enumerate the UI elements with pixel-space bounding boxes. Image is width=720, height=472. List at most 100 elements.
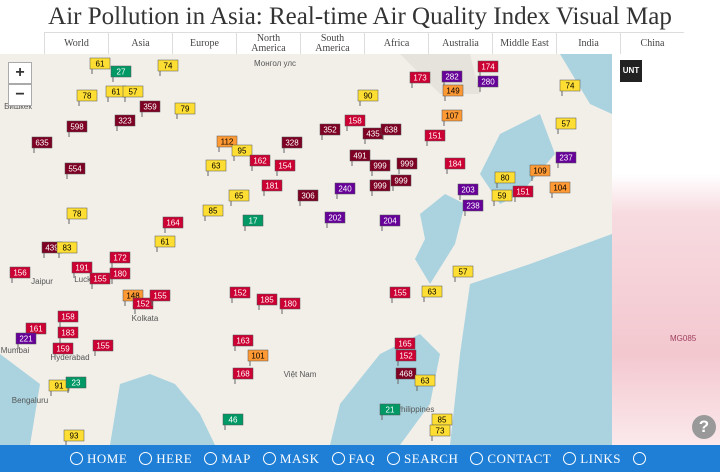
aqi-station[interactable]: 27 — [110, 65, 132, 82]
aqi-station[interactable]: 73 — [429, 424, 451, 441]
aqi-station[interactable]: 999 — [369, 179, 391, 196]
aqi-station[interactable]: 154 — [274, 159, 296, 176]
aqi-station[interactable]: 203 — [457, 183, 479, 200]
aqi-station[interactable]: 63 — [414, 374, 436, 391]
region-tab[interactable]: China — [620, 33, 684, 55]
aqi-station[interactable]: 180 — [279, 297, 301, 314]
advertisement[interactable]: UNT MG085 — [612, 54, 720, 445]
aqi-station[interactable]: 184 — [444, 157, 466, 174]
aqi-station[interactable]: 63 — [421, 285, 443, 302]
aqi-station[interactable]: 180 — [109, 267, 131, 284]
aqi-station[interactable]: 17 — [242, 214, 264, 231]
nav-item[interactable]: SEARCH — [387, 451, 458, 467]
settings[interactable] — [632, 452, 650, 465]
aqi-station[interactable]: 156 — [9, 266, 31, 283]
aqi-station[interactable]: 59 — [491, 189, 513, 206]
region-tab[interactable]: World — [44, 33, 108, 55]
aqi-station[interactable]: 104 — [549, 181, 571, 198]
aqi-station[interactable]: 554 — [64, 162, 86, 179]
region-tab[interactable]: Middle East — [492, 33, 556, 55]
aqi-station[interactable]: 359 — [139, 100, 161, 117]
region-tab[interactable]: South America — [300, 33, 364, 55]
nav-item[interactable]: MASK — [262, 451, 320, 467]
aqi-station[interactable]: 638 — [380, 123, 402, 140]
region-tab[interactable]: North America — [236, 33, 300, 55]
aqi-station[interactable]: 635 — [31, 136, 53, 153]
aqi-station[interactable]: 164 — [162, 216, 184, 233]
aqi-station[interactable]: 238 — [462, 199, 484, 216]
aqi-station[interactable]: 65 — [228, 189, 250, 206]
aqi-station[interactable]: 159 — [52, 342, 74, 359]
nav-item[interactable]: LINKS — [563, 451, 621, 467]
aqi-station[interactable]: 109 — [529, 164, 551, 181]
aqi-station[interactable]: 83 — [56, 241, 78, 258]
nav-item[interactable]: FAQ — [331, 451, 376, 467]
aqi-station[interactable]: 280 — [477, 75, 499, 92]
aqi-station[interactable]: 204 — [379, 214, 401, 231]
aqi-station[interactable]: 323 — [114, 114, 136, 131]
aqi-station[interactable]: 79 — [174, 102, 196, 119]
aqi-station[interactable]: 151 — [512, 185, 534, 202]
region-tab[interactable]: Europe — [172, 33, 236, 55]
aqi-station[interactable]: 90 — [357, 89, 379, 106]
region-tab[interactable]: India — [556, 33, 620, 55]
aqi-station[interactable]: 61 — [154, 235, 176, 252]
zoom-in[interactable]: + — [8, 62, 32, 84]
nav-item[interactable]: HERE — [139, 451, 192, 467]
nav-item[interactable]: HOME — [70, 451, 127, 467]
aqi-station[interactable]: 221 — [15, 332, 37, 349]
aqi-station[interactable]: 155 — [389, 286, 411, 303]
region-tab[interactable]: Australia — [428, 33, 492, 55]
aqi-station[interactable]: 152 — [132, 297, 154, 314]
aqi-station[interactable]: 306 — [297, 189, 319, 206]
aqi-station[interactable]: 63 — [205, 159, 227, 176]
aqi-station[interactable]: 162 — [249, 154, 271, 171]
aqi-station[interactable]: 57 — [122, 85, 144, 102]
aqi-station[interactable]: 57 — [555, 117, 577, 134]
aqi-station[interactable]: 999 — [369, 159, 391, 176]
aqi-station[interactable]: 112 — [216, 135, 238, 152]
aqi-station[interactable]: 191 — [71, 261, 93, 278]
aqi-station[interactable]: 152 — [395, 349, 417, 366]
aqi-station[interactable]: 172 — [109, 251, 131, 268]
aqi-station[interactable]: 240 — [334, 182, 356, 199]
aqi-station[interactable]: 78 — [66, 207, 88, 224]
aqi-station[interactable]: 46 — [222, 413, 244, 430]
nav-item[interactable]: CONTACT — [470, 451, 551, 467]
aqi-station[interactable]: 491 — [349, 149, 371, 166]
aqi-station[interactable]: 202 — [324, 211, 346, 228]
aqi-station[interactable]: 61 — [89, 57, 111, 74]
aqi-station[interactable]: 168 — [232, 367, 254, 384]
aqi-station[interactable]: 149 — [442, 84, 464, 101]
aqi-station[interactable]: 151 — [424, 129, 446, 146]
aqi-station[interactable]: 173 — [409, 71, 431, 88]
zoom-out[interactable]: − — [8, 84, 32, 106]
aqi-station[interactable]: 74 — [559, 79, 581, 96]
aqi-station[interactable]: 468 — [395, 367, 417, 384]
aqi-station[interactable]: 93 — [63, 429, 85, 445]
aqi-station[interactable]: 183 — [57, 326, 79, 343]
help-button[interactable]: ? — [692, 415, 716, 439]
aqi-station[interactable]: 328 — [281, 136, 303, 153]
aqi-station[interactable]: 158 — [57, 310, 79, 327]
aqi-station[interactable]: 352 — [319, 123, 341, 140]
aqi-station[interactable]: 152 — [229, 286, 251, 303]
aqi-station[interactable]: 598 — [66, 120, 88, 137]
aqi-station[interactable]: 85 — [202, 204, 224, 221]
aqi-station[interactable]: 185 — [256, 293, 278, 310]
aqi-station[interactable]: 158 — [344, 114, 366, 131]
aqi-station[interactable]: 101 — [247, 349, 269, 366]
aqi-station[interactable]: 78 — [76, 89, 98, 106]
aqi-station[interactable]: 23 — [65, 376, 87, 393]
aqi-station[interactable]: 237 — [555, 151, 577, 168]
aqi-station[interactable]: 74 — [157, 59, 179, 76]
aqi-station[interactable]: 155 — [149, 289, 171, 306]
aqi-station[interactable]: 155 — [92, 339, 114, 356]
aqi-station[interactable]: 999 — [396, 157, 418, 174]
region-tab[interactable]: Asia — [108, 33, 172, 55]
region-tab[interactable]: Africa — [364, 33, 428, 55]
aqi-station[interactable]: 181 — [261, 179, 283, 196]
nav-item[interactable]: MAP — [204, 451, 251, 467]
aqi-station[interactable]: 80 — [494, 171, 516, 188]
aqi-station[interactable]: 999 — [390, 174, 412, 191]
